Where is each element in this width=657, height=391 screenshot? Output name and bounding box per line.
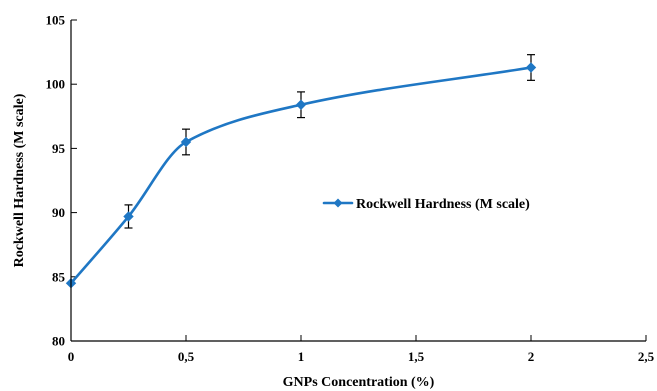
y-tick-label: 95 [52,141,66,156]
y-tick-label: 100 [46,77,66,92]
x-tick-label: 2,5 [638,349,655,364]
data-point [525,62,537,73]
y-tick-label: 85 [52,269,66,284]
series-layer [65,54,537,289]
data-point [180,136,192,148]
x-tick-label: 0,5 [178,349,195,364]
x-tick-label: 2 [528,349,535,364]
x-axis-title: GNPs Concentration (%) [283,375,435,390]
y-tick-label: 90 [52,205,65,220]
x-tick-label: 1,5 [408,349,425,364]
legend: Rockwell Hardness (M scale) [322,197,530,212]
x-axis-ticks: 0 0,5 1 1,5 2 2,5 [68,335,655,364]
data-point [123,211,134,222]
legend-marker [333,198,343,208]
legend-label: Rockwell Hardness (M scale) [356,197,530,212]
y-tick-label: 80 [52,334,65,349]
x-tick-label: 0 [68,349,75,364]
data-point [295,99,307,110]
y-axis-title: Rockwell Hardness (M scale) [12,93,27,267]
series-line [69,66,533,285]
y-tick-label: 105 [46,13,66,28]
x-tick-label: 1 [298,349,305,364]
y-axis-ticks: 80 85 90 95 100 105 [46,13,77,349]
